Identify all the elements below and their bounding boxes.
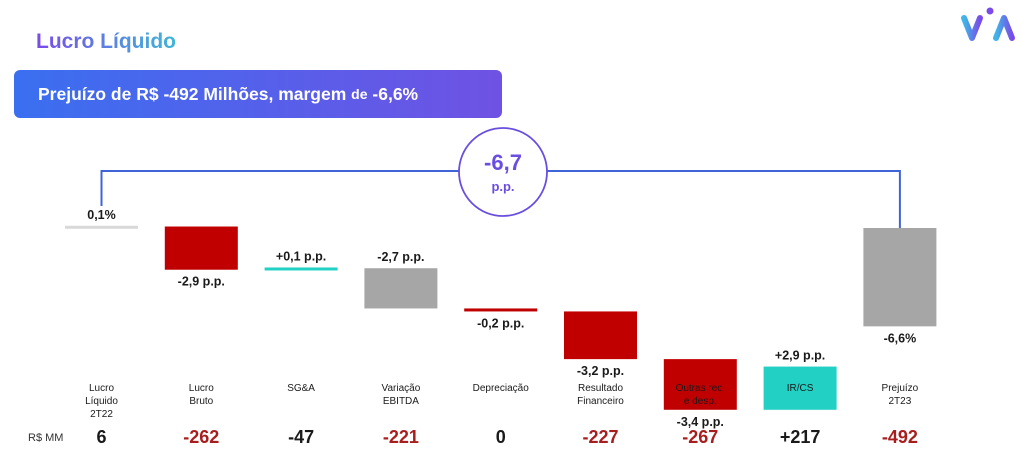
banner-text-de: de (351, 86, 368, 102)
margin-change-unit: p.p. (491, 179, 514, 194)
margin-change-circle (458, 127, 548, 217)
bar-value-label: -0,2 p.p. (477, 316, 524, 330)
waterfall-bar (863, 228, 937, 327)
amount-unit-label: R$ MM (28, 432, 63, 444)
category-label: Lucro (89, 383, 114, 394)
amount-value: -492 (882, 427, 918, 447)
amount-value: -221 (383, 427, 419, 447)
category-label: Outras rec. (676, 383, 725, 394)
waterfall-bar (65, 225, 138, 229)
amount-value: 0 (496, 427, 506, 447)
category-label: 2T23 (889, 396, 912, 407)
waterfall-bar (464, 308, 538, 312)
category-label: e desp. (684, 396, 717, 407)
category-label: Financeiro (577, 396, 624, 407)
category-label: Depreciação (473, 383, 530, 394)
amount-value: 6 (96, 427, 106, 447)
amount-value: -262 (183, 427, 219, 447)
category-label: Bruto (189, 396, 213, 407)
waterfall-bar (564, 311, 637, 360)
amount-value: -267 (682, 427, 718, 447)
category-label: IR/CS (787, 383, 814, 394)
banner-text: Prejuízo de R$ -492 Milhões, margem (38, 83, 347, 104)
margin-change-badge: -6,7 p.p. (458, 127, 548, 217)
category-label: Lucro (189, 383, 214, 394)
amount-value: -227 (582, 427, 618, 447)
waterfall-bar (164, 226, 238, 270)
category-label: Líquido (85, 396, 118, 407)
summary-banner: Prejuízo de R$ -492 Milhões, margem de -… (14, 70, 502, 118)
bar-value-label: -2,7 p.p. (377, 250, 424, 264)
bar-value-label: -3,4 p.p. (677, 415, 724, 429)
bar-value-label: +2,9 p.p. (775, 349, 825, 363)
via-logo-icon (961, 7, 1015, 41)
bar-value-label: +0,1 p.p. (276, 249, 326, 263)
waterfall-bar (763, 366, 837, 410)
category-label: Resultado (578, 383, 623, 394)
bar-value-label: -2,9 p.p. (178, 275, 225, 289)
bar-value-label: 0,1% (87, 208, 116, 222)
category-label: SG&A (287, 383, 315, 394)
category-label: EBITDA (383, 396, 419, 407)
amount-value: -47 (288, 427, 314, 447)
waterfall-bar (264, 267, 338, 271)
category-label: Prejuízo (882, 383, 919, 394)
bar-value-label: -6,6% (884, 331, 917, 345)
waterfall-bar (663, 359, 737, 410)
amount-value: +217 (780, 427, 821, 447)
category-label: 2T22 (90, 409, 113, 420)
waterfall-bar (364, 268, 438, 309)
bar-value-label: -3,2 p.p. (577, 364, 624, 378)
banner-margin: -6,6% (372, 83, 419, 104)
category-label: Variação (382, 383, 421, 394)
margin-change-value: -6,7 (484, 150, 522, 175)
page-title: Lucro Líquido (36, 30, 176, 53)
